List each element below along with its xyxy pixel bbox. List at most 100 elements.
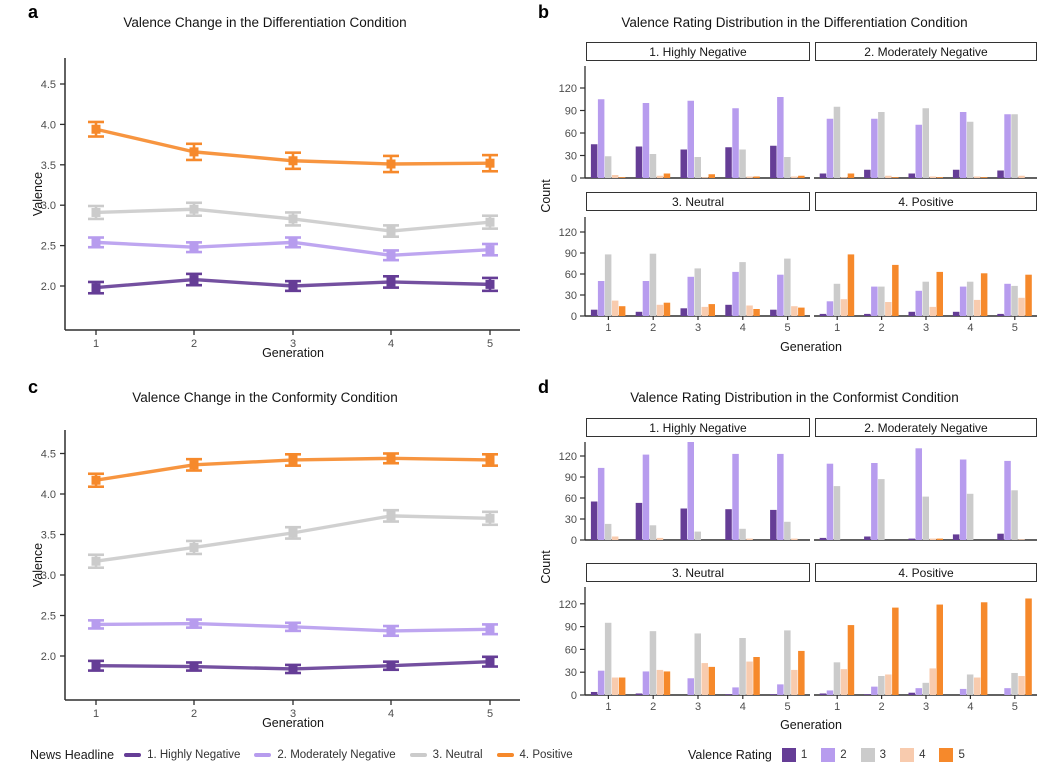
bar: [777, 97, 784, 178]
data-point: [386, 159, 396, 169]
data-point: [91, 207, 101, 217]
bar: [826, 463, 834, 540]
legend-swatch: [124, 753, 142, 757]
facet-strip-moderately-negative: 2. Moderately Negative: [815, 418, 1037, 437]
panel-c-title: Valence Change in the Conformity Conditi…: [132, 390, 398, 405]
bar: [864, 169, 871, 178]
bar: [732, 108, 739, 178]
legend-label: 5: [958, 749, 965, 761]
panel-a-ylabel: Valence: [31, 171, 45, 217]
tick-label: 3: [290, 708, 296, 720]
panel-c: c Valence Change in the Conformity Condi…: [0, 375, 530, 735]
data-point: [189, 204, 199, 214]
legend-swatch: [781, 748, 796, 762]
bar: [1004, 460, 1011, 540]
series-4-positive: [88, 452, 498, 489]
bar: [694, 531, 701, 540]
bar: [611, 536, 619, 540]
bar: [966, 674, 974, 695]
bar: [997, 533, 1004, 540]
bar: [864, 536, 871, 540]
data-point: [91, 661, 101, 671]
bar: [708, 304, 715, 316]
bar: [1004, 688, 1011, 695]
series-2-moderately-negative: [88, 618, 498, 638]
bar: [819, 173, 827, 178]
legend-item-2: 2: [821, 748, 847, 762]
bar: [739, 262, 746, 316]
bar: [819, 693, 827, 695]
bar: [635, 311, 643, 316]
data-point: [288, 214, 298, 224]
legend-label: 4. Positive: [519, 749, 573, 761]
bar: [642, 671, 650, 695]
legend-label: 4: [919, 749, 926, 761]
bar: [784, 157, 791, 178]
bar: [1018, 676, 1025, 695]
bar: [819, 537, 827, 540]
tick-label: 30: [565, 667, 577, 679]
bar: [649, 253, 657, 316]
data-point: [288, 281, 298, 291]
bar: [847, 173, 855, 178]
tick-label: 4: [388, 708, 394, 720]
bar: [936, 271, 943, 316]
legend-item-3-neutral: 3. Neutral: [409, 749, 483, 761]
data-point: [485, 657, 495, 667]
legend-label: 1. Highly Negative: [147, 749, 241, 761]
bar: [826, 301, 834, 316]
data-point: [189, 242, 199, 252]
bar: [777, 453, 784, 540]
tick-label: 120: [559, 451, 577, 463]
data-point: [91, 124, 101, 134]
legend-news-headline-title: News Headline: [30, 748, 115, 762]
tick-label: 4.5: [41, 449, 56, 461]
tick-label: 90: [565, 472, 577, 484]
bar: [997, 170, 1004, 178]
bar: [784, 630, 791, 695]
panel-a: a Valence Change in the Differentiation …: [0, 0, 530, 375]
bar: [656, 304, 664, 316]
panel-letter-b: b: [538, 2, 549, 22]
tick-label: 2.0: [41, 651, 56, 663]
tick-label: 5: [487, 708, 493, 720]
bar: [663, 671, 671, 695]
bar: [604, 523, 612, 540]
bar: [725, 304, 732, 316]
tick-label: 2.5: [41, 241, 56, 253]
bar: [936, 604, 943, 695]
bar: [952, 311, 960, 316]
bar: [635, 146, 643, 178]
bar: [980, 177, 988, 178]
bar: [892, 264, 899, 316]
facet-1-highly-negative: 0 30 60 90 120: [559, 442, 810, 547]
bar: [908, 692, 915, 695]
data-point: [485, 245, 495, 255]
bar: [833, 486, 841, 540]
bar: [997, 313, 1004, 316]
panel-d-title: Valence Rating Distribution in the Confo…: [630, 390, 959, 405]
bar: [618, 306, 626, 316]
facet-4-positive: 1 2 3 4 5: [814, 598, 1037, 713]
bar: [725, 147, 732, 178]
panel-d-ylabel: Count: [539, 550, 553, 584]
tick-label: 3.5: [41, 530, 56, 542]
tick-label: 30: [565, 290, 577, 302]
tick-label: 60: [565, 493, 577, 505]
line-chart-conformity: 2.0 2.5 3.0 3.5 4.0 4.5 1 2 3 4 5: [41, 430, 520, 720]
panel-letter-d: d: [538, 377, 549, 397]
bar: [656, 175, 664, 178]
legend-item-1: 1: [781, 748, 807, 762]
bar: [663, 302, 671, 316]
bar: [980, 602, 988, 695]
legend-swatch: [496, 753, 514, 757]
tick-label: 2: [650, 322, 656, 334]
bar: [635, 502, 643, 540]
data-point: [91, 556, 101, 566]
facet-strip-neutral: 3. Neutral: [586, 563, 810, 582]
bar: [777, 274, 784, 316]
bar: [604, 156, 612, 178]
bar: [753, 309, 760, 316]
legend-label: 2: [840, 749, 847, 761]
bar: [915, 448, 922, 540]
